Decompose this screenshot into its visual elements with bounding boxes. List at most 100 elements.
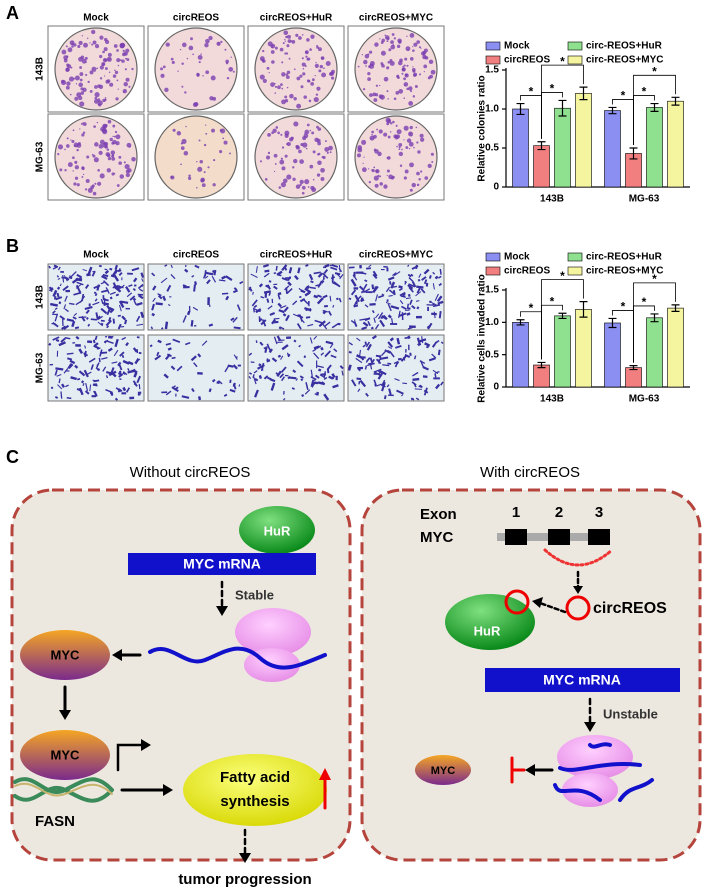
colony [181, 42, 187, 48]
colony [423, 70, 425, 73]
cell [101, 356, 108, 360]
colony [291, 40, 296, 44]
colony [171, 60, 175, 65]
colony [112, 124, 116, 128]
colony [373, 175, 379, 181]
colony [116, 184, 120, 187]
bracket [541, 279, 584, 360]
colony [200, 53, 202, 55]
cell [322, 276, 325, 280]
cell [263, 290, 272, 294]
colony [279, 47, 284, 52]
cell [258, 374, 263, 379]
colony [101, 62, 106, 67]
colony [66, 55, 69, 58]
cell [238, 384, 241, 387]
colony [361, 54, 363, 56]
cell [411, 265, 419, 270]
cell [428, 357, 436, 362]
cell [136, 301, 143, 307]
right-diagram: Exon MYC 1 2 3 circREOS HuR MYC mRNA Uns… [415, 504, 680, 807]
bar [646, 107, 663, 188]
colony [396, 129, 402, 135]
colony [403, 64, 406, 67]
colony [390, 40, 394, 45]
cell [113, 274, 120, 282]
colony [106, 153, 111, 158]
cell [292, 369, 297, 374]
legend-swatch [485, 41, 501, 51]
colony [368, 180, 371, 184]
cell [106, 308, 111, 316]
colony [91, 29, 96, 35]
colony [97, 100, 103, 106]
cell [165, 390, 172, 396]
colony [65, 67, 70, 72]
cell [266, 298, 270, 303]
cell [100, 281, 105, 285]
colony [271, 60, 275, 64]
cell [128, 284, 133, 288]
colony [165, 42, 170, 47]
cell [287, 353, 291, 357]
cell [93, 342, 99, 347]
colony [401, 72, 404, 75]
colony [378, 129, 383, 134]
cell [411, 281, 417, 288]
colony [299, 183, 302, 187]
colony [365, 65, 367, 67]
cell [279, 326, 285, 330]
cell [379, 319, 386, 328]
cell [162, 295, 167, 302]
cell [331, 373, 336, 379]
colony [266, 66, 270, 70]
colony [416, 40, 420, 44]
cell [90, 364, 94, 370]
cell [248, 352, 253, 356]
colony [386, 90, 389, 93]
colony [309, 48, 312, 51]
colony [374, 183, 379, 188]
colony [188, 174, 191, 178]
cell [113, 349, 119, 357]
colony [81, 58, 87, 64]
colony [73, 145, 76, 148]
cell [87, 323, 91, 327]
cell [85, 309, 90, 314]
colony [375, 84, 379, 87]
image-panels: Mock circREOS circREOS+HuR circREOS+MYC 143B… [35, 13, 445, 402]
cell [61, 383, 65, 388]
cell [202, 274, 206, 279]
colony [77, 44, 81, 49]
colony [279, 159, 285, 165]
cell [164, 264, 168, 267]
colony [71, 45, 74, 48]
colony [205, 38, 210, 44]
cell [67, 357, 73, 361]
colony [113, 172, 116, 175]
cell [100, 322, 104, 326]
cell [375, 294, 379, 302]
cell [394, 378, 400, 382]
colony [298, 149, 302, 154]
cell [133, 277, 138, 283]
cell [276, 270, 283, 276]
cell [341, 370, 344, 376]
cell [66, 352, 74, 355]
colony [192, 53, 195, 56]
legend-label: circREOS [504, 55, 550, 66]
cell [84, 350, 87, 358]
cell [437, 349, 441, 356]
colony [84, 56, 88, 60]
colony [104, 145, 108, 149]
cell [415, 291, 422, 297]
cell [388, 388, 392, 395]
cell [59, 315, 66, 321]
cell [301, 320, 305, 324]
gene-label: FASN [35, 813, 75, 830]
colony [81, 35, 84, 37]
colony [92, 40, 97, 45]
colony [305, 55, 308, 58]
cell [331, 264, 339, 268]
cell [433, 311, 436, 319]
